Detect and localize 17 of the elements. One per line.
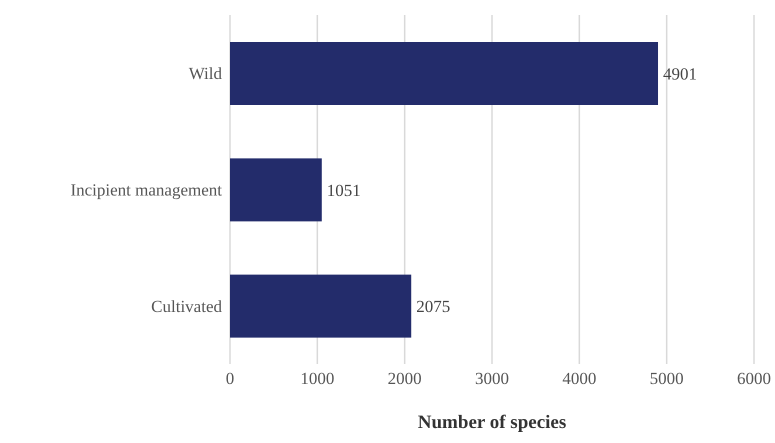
bar — [230, 274, 412, 338]
x-tick-label: 3000 — [475, 369, 509, 388]
y-tick-label: Cultivated — [151, 296, 222, 316]
x-tick-label: 4000 — [562, 369, 596, 388]
data-label: 2075 — [416, 297, 450, 316]
bar — [230, 42, 658, 105]
x-tick-label: 0 — [226, 369, 234, 388]
data-label: 1051 — [326, 180, 361, 200]
y-tick-label: Wild — [188, 64, 222, 84]
x-tick-label: 2000 — [388, 369, 422, 388]
bar — [230, 158, 322, 222]
x-tick-label: 1000 — [300, 369, 334, 388]
data-label: 4901 — [663, 64, 698, 84]
y-tick-label: Incipient management — [70, 180, 222, 200]
x-tick-label: 6000 — [737, 369, 771, 388]
x-axis-title: Number of species — [418, 412, 566, 433]
x-tick-label: 5000 — [650, 369, 684, 388]
